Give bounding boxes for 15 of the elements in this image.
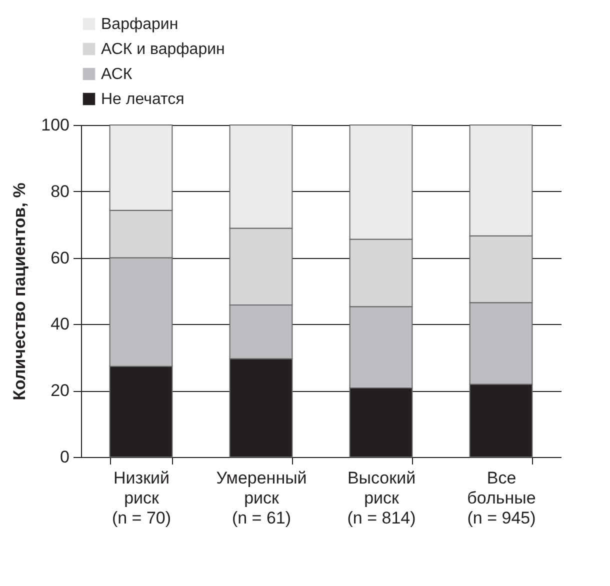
y-tick-label: 60: [50, 248, 70, 268]
y-tick-label: 100: [41, 116, 70, 134]
x-tick-label: Высокий риск (n = 814): [347, 468, 416, 528]
y-tick-label: 40: [50, 314, 70, 334]
legend-label: АСК: [101, 66, 133, 83]
legend-label: АСК и варфарин: [101, 41, 225, 58]
y-axis-title: Количество пациентов, %: [10, 182, 30, 400]
x-tick-label: Низкий риск (n = 70): [112, 468, 172, 528]
y-tick-label: 0: [60, 448, 70, 466]
y-tick-label: 20: [50, 381, 70, 400]
legend-label: Не лечатся: [101, 91, 184, 108]
y-tick-label: 80: [50, 182, 70, 201]
legend-label: Варфарин: [101, 16, 178, 33]
x-tick-label: Все больные (n = 945): [467, 468, 536, 528]
x-tick-label: Умеренный риск (n = 61): [216, 468, 307, 528]
